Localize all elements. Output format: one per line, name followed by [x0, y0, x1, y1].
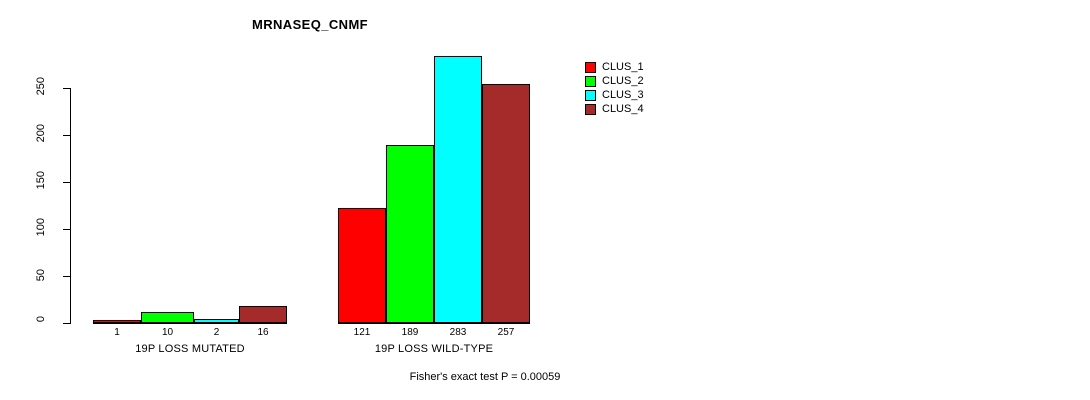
y-axis-tick-label: 250: [35, 77, 47, 96]
bar-value-label: 2: [213, 327, 220, 338]
y-axis-tick-label: 50: [35, 269, 47, 282]
legend-swatch-icon: [585, 61, 596, 73]
bar-group2-clus4[interactable]: [482, 84, 530, 323]
y-axis-line: [70, 88, 71, 324]
bar-group1-clus2[interactable]: [141, 312, 194, 323]
bar-group1-clus1[interactable]: [93, 320, 141, 323]
group-baseline: [93, 322, 287, 324]
group-label-mutated: 19P LOSS MUTATED: [135, 343, 245, 355]
bar-value-label: 1: [114, 327, 120, 338]
y-axis-tick: [63, 182, 70, 183]
legend-item-label: CLUS_1: [602, 60, 644, 73]
statistical-test-note: Fisher's exact test P = 0.00059: [409, 371, 561, 383]
bar-group1-clus3[interactable]: [194, 319, 239, 323]
legend: CLUS_1 CLUS_2 CLUS_3 CLUS_4: [585, 60, 644, 116]
legend-item-label: CLUS_4: [602, 102, 644, 115]
group-baseline: [338, 322, 530, 324]
legend-item-clus4[interactable]: CLUS_4: [585, 102, 644, 116]
legend-item-clus2[interactable]: CLUS_2: [585, 74, 644, 88]
bar-group2-clus2[interactable]: [386, 145, 434, 323]
page-title: MRNASEQ_CNMF: [251, 17, 369, 32]
bar-value-label: 10: [161, 327, 174, 338]
y-axis-tick: [63, 135, 70, 136]
legend-item-clus3[interactable]: CLUS_3: [585, 88, 644, 102]
y-axis-tick-label: 0: [35, 316, 47, 323]
bar-group1-clus4[interactable]: [239, 306, 287, 323]
legend-item-clus1[interactable]: CLUS_1: [585, 60, 644, 74]
legend-item-label: CLUS_3: [602, 88, 644, 101]
bar-value-label: 257: [497, 327, 515, 338]
y-axis-tick: [63, 88, 70, 89]
bar-group2-clus1[interactable]: [338, 208, 386, 323]
legend-item-label: CLUS_2: [602, 74, 644, 87]
bar-value-label: 189: [401, 327, 419, 338]
y-axis-tick: [63, 276, 70, 277]
y-axis-tick-label: 200: [35, 124, 47, 143]
legend-swatch-icon: [585, 89, 596, 101]
legend-swatch-icon: [585, 103, 596, 115]
legend-swatch-icon: [585, 75, 596, 87]
bar-group2-clus3[interactable]: [434, 56, 482, 323]
bar-value-label: 16: [257, 327, 269, 338]
group-label-wildtype: 19P LOSS WILD-TYPE: [374, 343, 494, 355]
y-axis-title: number of cases: [0, 175, 78, 256]
bar-value-label: 283: [449, 327, 467, 338]
bar-value-label: 121: [353, 327, 371, 338]
bar-chart-plot: 0 50 100 150 200 250 number of cases 1 1…: [0, 56, 530, 355]
y-axis-tick: [63, 323, 70, 324]
y-axis-tick: [63, 229, 70, 230]
